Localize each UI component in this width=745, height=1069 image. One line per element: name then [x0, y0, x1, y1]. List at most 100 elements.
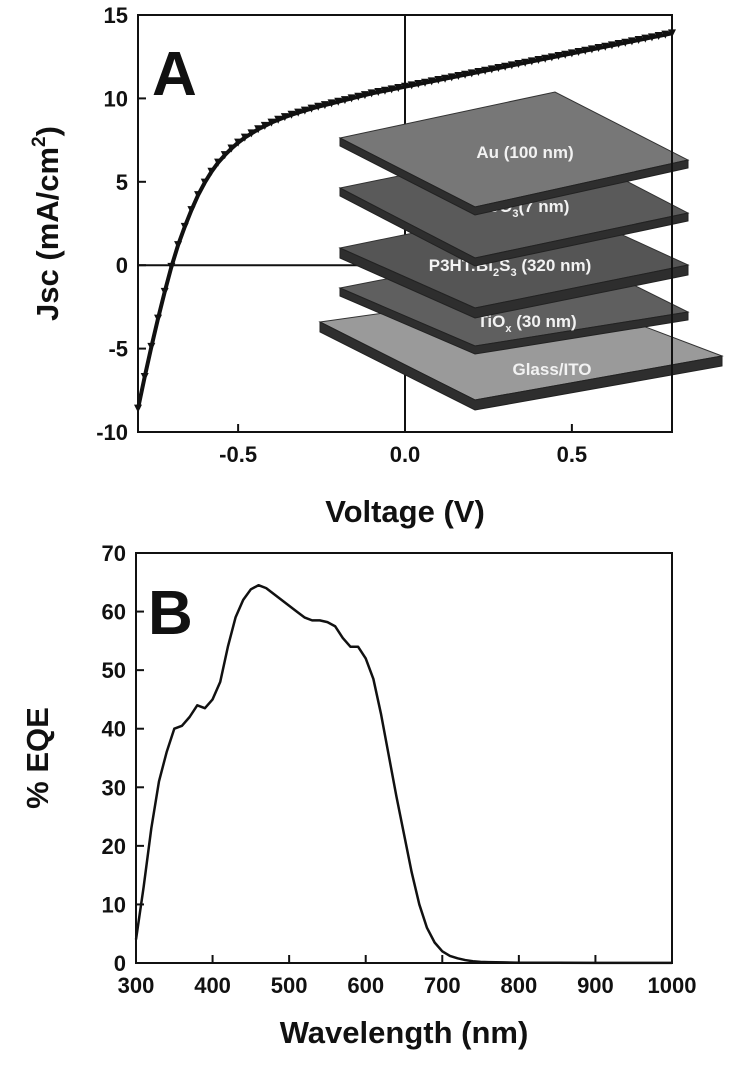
glass-ito-label: Glass/ITO	[512, 360, 591, 379]
chart-b-y-tick-label: 30	[102, 775, 126, 800]
inset-layer-au: Au (100 nm)	[338, 91, 690, 216]
au-side-face	[339, 137, 689, 216]
chart-a-y-tick-label: 15	[104, 3, 128, 28]
jv-data-point	[254, 125, 263, 134]
jv-data-point	[567, 49, 576, 58]
jv-data-point	[220, 151, 229, 160]
jv-data-point	[654, 32, 663, 41]
jv-data-point	[187, 206, 196, 215]
jv-data-point	[487, 65, 496, 74]
jv-data-point	[207, 167, 216, 176]
jv-data-point	[414, 80, 423, 89]
jv-data-point	[214, 158, 223, 167]
chart-b-y-tick-label: 20	[102, 834, 126, 859]
jv-data-point	[140, 372, 149, 381]
jv-data-point	[174, 241, 183, 250]
chart-b-x-tick-label: 900	[577, 973, 614, 998]
jv-data-point	[167, 262, 176, 271]
jv-data-point	[334, 97, 343, 106]
jv-data-point	[561, 50, 570, 59]
jv-data-point	[594, 44, 603, 53]
jv-data-point	[300, 106, 309, 115]
jv-data-point	[387, 85, 396, 94]
jv-data-point	[501, 62, 510, 71]
jv-data-point	[367, 89, 376, 98]
chart-b-y-axis-label: % EQE	[20, 707, 55, 809]
chart-a-y-tick-label: 10	[104, 86, 128, 111]
chart-a-y-axis-label: Jsc (mA/cm2)	[29, 126, 65, 321]
chart-b: 300 400 500 600 700 800 900 1000 0 10 20 30 40 50 60 70…	[20, 541, 696, 1050]
jv-data-point	[527, 57, 536, 66]
jv-data-point	[147, 342, 156, 351]
jv-data-point	[647, 33, 656, 42]
chart-a-x-axis-label: Voltage (V)	[325, 494, 485, 529]
jv-data-point	[507, 61, 516, 70]
chart-a-x-tick-label: -0.5	[219, 442, 257, 467]
jv-data-point	[374, 88, 383, 97]
jv-data-point	[454, 72, 463, 81]
jv-data-point	[227, 144, 236, 153]
jv-data-point	[354, 92, 363, 101]
jv-data-point	[481, 66, 490, 75]
jv-data-point	[234, 138, 243, 147]
chart-b-x-tick-label: 600	[347, 973, 384, 998]
jv-data-point	[574, 48, 583, 57]
jv-data-point	[461, 70, 470, 79]
p3ht-side-face	[339, 247, 689, 319]
jv-data-point	[194, 191, 203, 200]
jv-data-point	[314, 102, 323, 111]
chart-a-frame	[137, 14, 673, 433]
jv-data-point	[294, 108, 303, 117]
chart-b-frame	[135, 552, 673, 964]
jv-data-point	[441, 74, 450, 83]
jv-data-point	[407, 81, 416, 90]
tiox-label: TiOx (30 nm)	[477, 312, 576, 335]
jv-data-point	[627, 37, 636, 46]
jv-data-point	[394, 84, 403, 93]
jv-data-point	[607, 41, 616, 50]
jv-data-point	[474, 68, 483, 77]
chart-b-y-tick-label: 50	[102, 658, 126, 683]
chart-a-x-tick-label: 0.5	[557, 442, 588, 467]
jv-data-point	[554, 52, 563, 61]
chart-b-y-tick-label: 0	[114, 951, 126, 976]
chart-a-y-tick-label: -10	[96, 420, 128, 445]
jv-data-point	[427, 77, 436, 86]
chart-b-x-tick-label: 400	[194, 973, 231, 998]
jv-data-point	[247, 129, 256, 138]
jv-data-point	[320, 101, 329, 110]
chart-a-y-tick-label: 5	[116, 170, 128, 195]
jv-data-point	[621, 38, 630, 47]
jv-data-point	[260, 121, 269, 130]
jv-data-point	[180, 222, 189, 231]
jv-data-point	[534, 56, 543, 65]
jv-data-point	[434, 76, 443, 85]
chart-b-x-tick-label: 500	[271, 973, 308, 998]
tiox-side-face	[339, 287, 689, 355]
chart-b-x-axis-label: Wavelength (nm)	[280, 1015, 529, 1050]
jv-data-point	[307, 104, 316, 113]
jv-data-point	[200, 178, 209, 187]
jv-data-point	[521, 58, 530, 67]
jv-data-point	[240, 133, 249, 142]
jv-data-point	[661, 30, 670, 39]
jv-data-point	[641, 34, 650, 43]
chart-b-x-tick-label: 700	[424, 973, 461, 998]
jv-data-point	[421, 78, 430, 87]
chart-b-y-tick-label: 60	[102, 600, 126, 625]
jv-data-point	[601, 42, 610, 51]
chart-b-x-tick-label: 1000	[648, 973, 697, 998]
jv-data-point	[340, 96, 349, 105]
jv-data-point	[274, 115, 283, 124]
jv-data-point	[287, 110, 296, 119]
chart-b-data-layer: 300 400 500 600 700 800 900 1000 0 10 20 30 40 50 60 70	[102, 541, 697, 998]
chart-a-y-tick-label: -5	[108, 337, 128, 362]
chart-a-x-tick-label: 0.0	[390, 442, 421, 467]
jv-data-point	[447, 73, 456, 82]
jv-data-point	[634, 36, 643, 45]
jv-data-point	[614, 40, 623, 49]
chart-a-y-tick-label: 0	[116, 253, 128, 278]
chart-b-x-tick-label: 300	[118, 973, 155, 998]
jv-data-point	[347, 94, 356, 103]
jv-data-point	[494, 64, 503, 73]
